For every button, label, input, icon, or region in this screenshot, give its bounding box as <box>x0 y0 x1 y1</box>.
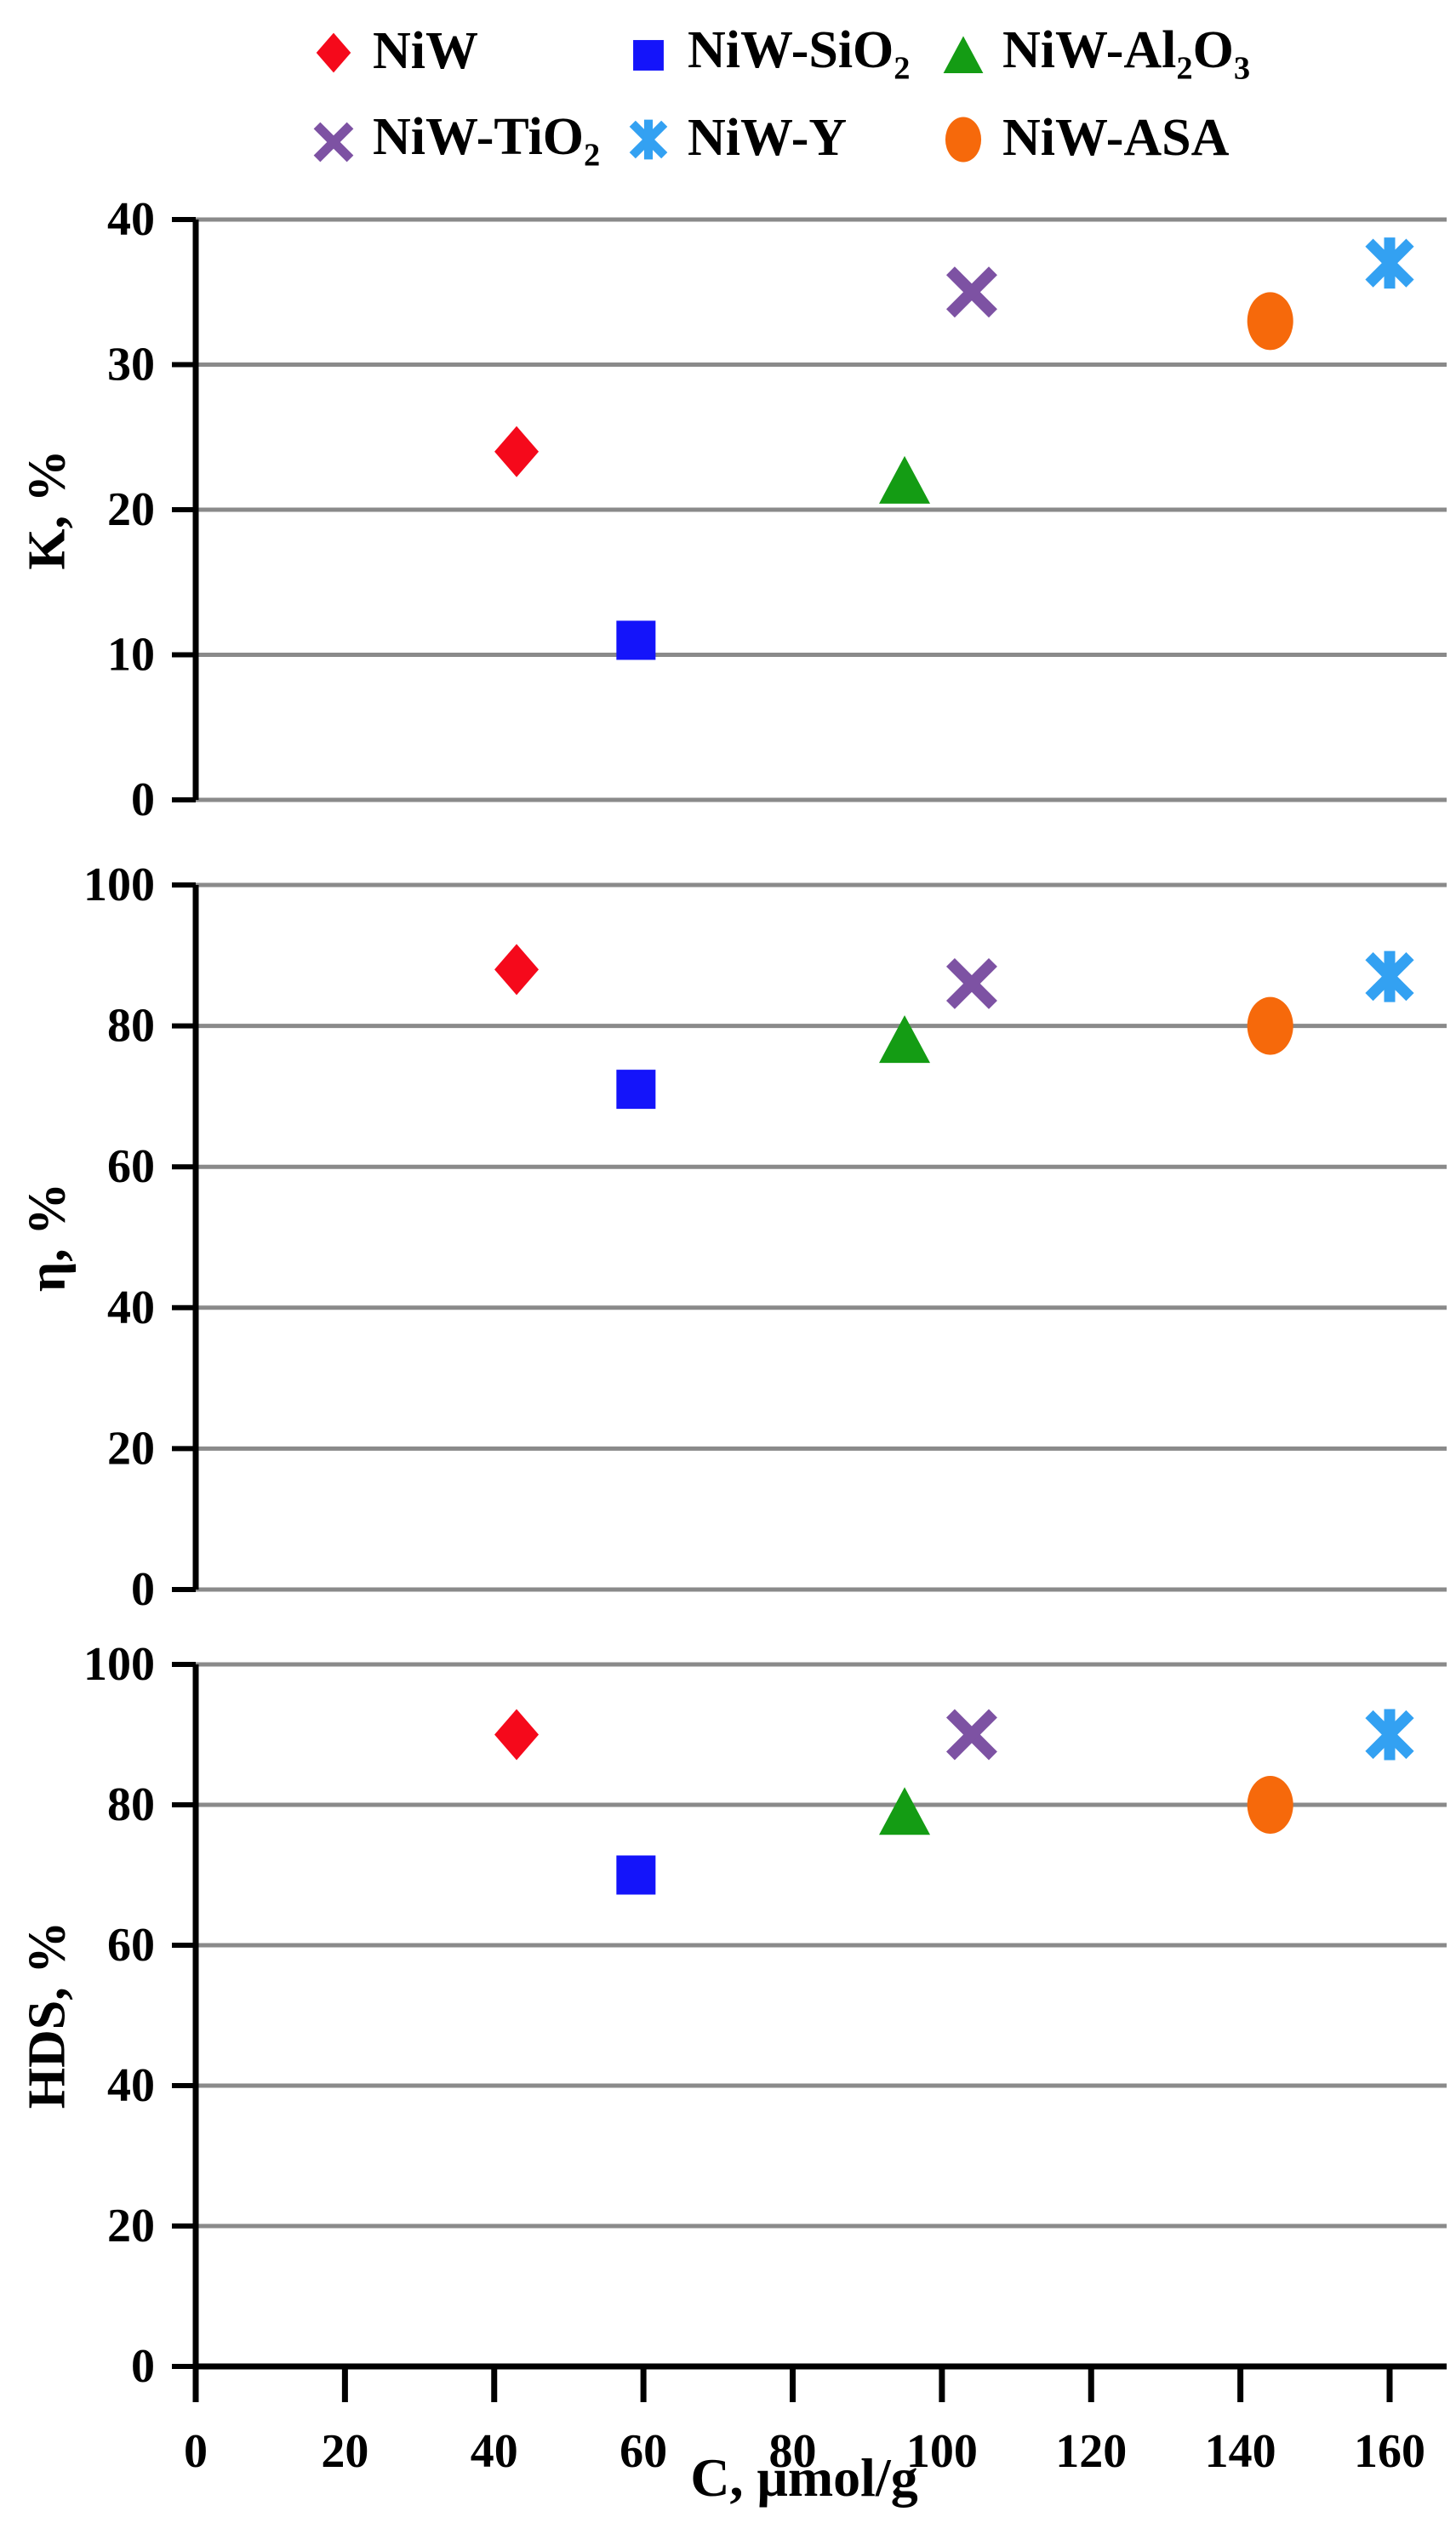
legend-item-NiW-SiO2: NiW-SiO2 <box>621 20 911 87</box>
legend-label-NiW-SiO2: NiW-SiO2 <box>688 21 911 87</box>
panel-eta: 0 20 40 60 80 100 <box>83 859 1447 1616</box>
x-tick-label: 60 <box>620 2425 667 2478</box>
marker-NiW-Y-K <box>1365 237 1414 289</box>
marker-NiW-HDS <box>494 1709 540 1761</box>
diamond-marker-icon <box>316 32 351 73</box>
marker-NiW-TiO2-K <box>946 266 997 318</box>
marker-NiW-Al2O3-K <box>879 455 931 504</box>
marker-NiW-ASA-eta <box>1247 996 1293 1055</box>
legend-item-NiW-TiO2: NiW-TiO2 <box>306 107 600 174</box>
y-tick-label: 80 <box>107 1000 155 1053</box>
panel-K: 0 10 20 30 40 <box>107 193 1447 826</box>
x-tick-label: 140 <box>1205 2425 1276 2478</box>
marker-NiW-TiO2-eta <box>946 957 997 1009</box>
chart-legend: NiW NiW-SiO2 NiW-Al2O3 NiW-TiO2 NiW-Y NiW-ASA <box>0 0 1456 187</box>
x-tick-label: 20 <box>321 2425 368 2478</box>
y-axis-title-hds: HDS, % <box>18 1921 77 2109</box>
circle-marker-glyph <box>945 117 982 163</box>
star-marker-icon <box>629 119 668 160</box>
y-tick-label: 40 <box>107 1281 155 1334</box>
legend-item-NiW-Al2O3: NiW-Al2O3 <box>936 20 1250 87</box>
y-tick-label: 30 <box>107 339 155 391</box>
y-tick-label: 100 <box>83 859 155 911</box>
y-tick-label: 10 <box>107 629 155 682</box>
legend-item-NiW: NiW <box>306 20 478 82</box>
y-tick-label: 100 <box>83 1638 155 1691</box>
triangle-marker-glyph <box>943 36 984 74</box>
y-tick-label: 0 <box>131 773 155 826</box>
legend-item-NiW-Y: NiW-Y <box>621 107 847 168</box>
legend-label-NiW: NiW <box>373 21 478 80</box>
y-tick-label: 20 <box>107 2200 155 2252</box>
x-tick-label: 100 <box>906 2425 978 2478</box>
x-axis: 0 20 40 60 80 100 120 140 160 <box>184 2366 1425 2478</box>
panel-HDS: 0 20 40 60 80 100 <box>83 1638 1447 2393</box>
marker-NiW-SiO2-HDS <box>616 1855 656 1895</box>
circle-marker-icon <box>945 117 982 163</box>
star-marker-glyph <box>629 119 668 160</box>
legend-label-NiW-ASA: NiW-ASA <box>1002 108 1230 167</box>
marker-NiW-Al2O3-eta <box>879 1015 931 1064</box>
square-marker-icon <box>633 40 664 71</box>
x-tick-label: 160 <box>1354 2425 1425 2478</box>
marker-NiW-eta <box>494 944 540 996</box>
x-marker-glyph <box>313 122 354 163</box>
y-tick-label: 40 <box>107 2059 155 2112</box>
x-tick-label: 40 <box>471 2425 518 2478</box>
legend-item-NiW-ASA: NiW-ASA <box>936 107 1229 168</box>
y-tick-label: 20 <box>107 1422 155 1475</box>
legend-label-NiW-Y: NiW-Y <box>688 108 848 167</box>
x-marker-icon <box>313 122 354 163</box>
marker-NiW-Al2O3-HDS <box>879 1787 931 1835</box>
x-tick-label: 80 <box>769 2425 817 2478</box>
marker-NiW-SiO2-K <box>616 620 656 660</box>
marker-NiW-K <box>494 425 540 477</box>
marker-NiW-Y-HDS <box>1365 1709 1414 1761</box>
marker-NiW-ASA-K <box>1247 292 1293 351</box>
y-axis-title-eta: η, % <box>18 1182 77 1293</box>
marker-NiW-TiO2-HDS <box>946 1709 997 1761</box>
square-marker-glyph <box>633 40 664 71</box>
y-tick-label: 0 <box>131 2340 155 2393</box>
y-tick-label: 20 <box>107 483 155 536</box>
marker-NiW-SiO2-eta <box>616 1070 656 1110</box>
y-axis-title-k: K, % <box>18 449 77 570</box>
legend-label-NiW-TiO2: NiW-TiO2 <box>373 108 601 174</box>
y-tick-label: 40 <box>107 193 155 246</box>
legend-label-NiW-Al2O3: NiW-Al2O3 <box>1002 21 1251 87</box>
triangle-marker-icon <box>943 36 984 74</box>
marker-NiW-ASA-HDS <box>1247 1776 1293 1834</box>
x-axis-title: C, μmol/g <box>690 2447 918 2508</box>
y-tick-label: 80 <box>107 1778 155 1831</box>
y-tick-label: 60 <box>107 1140 155 1193</box>
y-tick-label: 60 <box>107 1919 155 1972</box>
x-tick-label: 0 <box>184 2425 208 2478</box>
x-tick-label: 120 <box>1055 2425 1127 2478</box>
marker-NiW-Y-eta <box>1365 950 1414 1002</box>
y-tick-label: 0 <box>131 1563 155 1616</box>
